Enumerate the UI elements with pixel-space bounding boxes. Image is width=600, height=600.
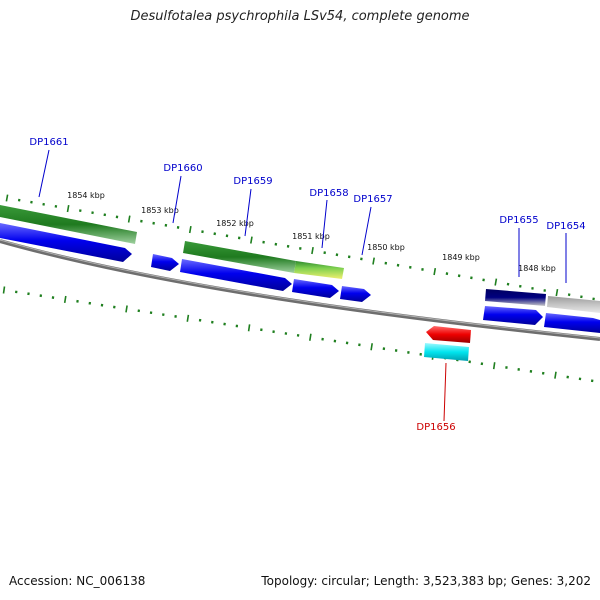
kbp-label: 1852 kbp	[216, 219, 254, 228]
outer-tick	[66, 204, 70, 213]
outer-tick	[213, 232, 217, 236]
feature-track-blue	[0, 223, 600, 333]
outer-tick	[5, 194, 9, 202]
cds-blue-2[interactable]	[151, 254, 179, 271]
gene-label[interactable]: DP1654	[546, 221, 585, 232]
callout-line	[172, 175, 182, 224]
cds-blue-7[interactable]	[544, 313, 600, 333]
feature-gray[interactable]	[547, 296, 600, 313]
outer-tick	[30, 200, 33, 204]
kbp-label: 1851 kbp	[292, 232, 330, 241]
genome-backbone	[0, 239, 600, 341]
cds-blue-4[interactable]	[292, 279, 339, 298]
outer-tick	[250, 236, 253, 244]
kbp-labels: 1854 kbp 1853 kbp 1852 kbp 1851 kbp 1850 kbp…	[67, 191, 556, 273]
feature-navy[interactable]	[485, 289, 546, 306]
cds-blue-5[interactable]	[340, 286, 371, 302]
feature-track-reverse	[424, 326, 471, 361]
feature-green-1[interactable]	[0, 205, 137, 244]
kbp-label: 1854 kbp	[67, 191, 105, 200]
inner-tick	[186, 314, 190, 322]
inner-tick	[2, 286, 6, 294]
outer-tick	[42, 202, 45, 206]
genome-summary-text: Topology: circular; Length: 3,523,383 bp…	[261, 574, 591, 588]
callout-line	[38, 149, 50, 198]
gene-callout-dp1660[interactable]: DP1660	[163, 163, 203, 224]
outer-tick	[188, 225, 192, 234]
inner-tick	[370, 343, 373, 351]
gene-label[interactable]: DP1661	[29, 137, 68, 148]
gene-label[interactable]: DP1656	[416, 422, 455, 433]
outer-tick-ring	[5, 194, 595, 301]
cds-blue-6[interactable]	[483, 306, 543, 325]
accession-text: Accession: NC_006138	[9, 574, 146, 588]
feature-green-2[interactable]	[183, 241, 296, 273]
gene-callout-dp1661[interactable]: DP1661	[29, 137, 69, 198]
gene-callout-dp1658[interactable]: DP1658	[309, 188, 349, 249]
cds-blue-3[interactable]	[180, 259, 292, 291]
outer-tick	[127, 215, 131, 223]
callout-line	[244, 188, 252, 237]
map-title: Desulfotalea psychrophila LSv54, complet…	[130, 9, 470, 24]
outer-tick	[555, 288, 559, 297]
callout-line	[321, 199, 328, 249]
outer-tick	[335, 253, 339, 257]
outer-tick	[433, 267, 437, 276]
outer-tick	[457, 274, 461, 278]
kbp-label: 1849 kbp	[442, 253, 480, 262]
callout-line	[361, 206, 372, 256]
feature-lime[interactable]	[294, 261, 344, 279]
cds-red[interactable]	[426, 326, 471, 343]
feature-cyan[interactable]	[424, 343, 469, 361]
kbp-label: 1853 kbp	[141, 206, 179, 215]
gene-callouts: DP1661 DP1660 DP1659 DP1658 DP1657 DP1655 DP16…	[29, 137, 585, 433]
inner-tick	[247, 324, 251, 332]
gene-callout-dp1657[interactable]: DP1657	[353, 194, 393, 256]
gene-label[interactable]: DP1657	[353, 194, 392, 205]
outer-tick	[396, 263, 400, 267]
gene-label[interactable]: DP1655	[499, 215, 538, 226]
outer-tick	[274, 242, 278, 246]
gene-label[interactable]: DP1659	[233, 176, 272, 187]
inner-tick	[125, 305, 128, 313]
outer-tick	[372, 257, 375, 265]
kbp-label: 1848 kbp	[518, 264, 556, 273]
outer-tick	[506, 282, 510, 286]
feature-track-green	[0, 205, 600, 313]
gene-callout-dp1655[interactable]: DP1655	[499, 215, 539, 277]
outer-tick	[494, 278, 498, 286]
kbp-label: 1850 kbp	[367, 243, 405, 252]
cds-blue-1[interactable]	[0, 223, 132, 262]
gene-callout-dp1654[interactable]: DP1654	[546, 221, 586, 283]
callout-line	[443, 362, 447, 422]
outer-tick	[152, 221, 155, 225]
outer-tick	[311, 246, 314, 255]
gene-callout-dp1656[interactable]: DP1656	[416, 362, 456, 433]
gene-callout-dp1659[interactable]: DP1659	[233, 176, 273, 237]
gene-label[interactable]: DP1658	[309, 188, 348, 199]
gene-label[interactable]: DP1660	[163, 163, 202, 174]
outer-tick	[91, 211, 94, 215]
inner-tick	[63, 295, 67, 304]
inner-tick	[492, 362, 496, 370]
outer-tick	[445, 272, 449, 276]
outer-tick	[567, 293, 571, 297]
inner-tick	[554, 371, 557, 379]
inner-tick	[309, 333, 312, 341]
